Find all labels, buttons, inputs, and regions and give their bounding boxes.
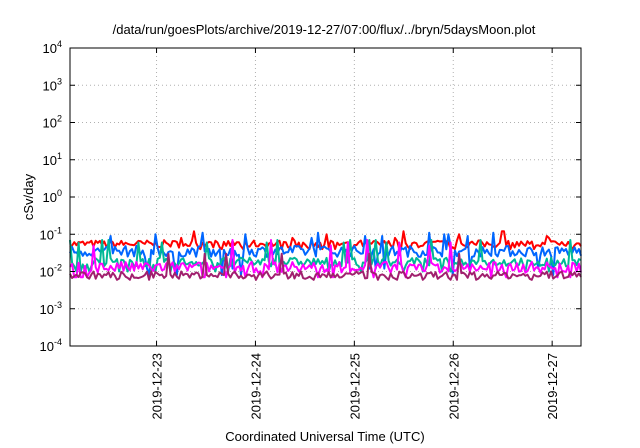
- series-line-3: [69, 239, 582, 273]
- y-tick-label: 10-2: [40, 263, 62, 280]
- x-tick-label: 2019-12-23: [150, 353, 165, 420]
- grid-lines: [70, 48, 581, 346]
- y-axis-ticks: 10-4 10-3 10-2 10-1 100 101 102 103 104: [40, 39, 581, 354]
- x-tick-label: 2019-12-25: [347, 353, 362, 420]
- y-tick-label: 104: [43, 39, 62, 56]
- y-tick-label: 102: [43, 114, 62, 131]
- x-tick-label: 2019-12-27: [545, 353, 560, 420]
- chart-title: /data/run/goesPlots/archive/2019-12-27/0…: [113, 22, 536, 37]
- y-tick-label: 100: [43, 188, 62, 205]
- x-axis-ticks: 2019-12-23 2019-12-24 2019-12-25 2019-12-26…: [150, 48, 560, 420]
- y-tick-label: 101: [43, 151, 62, 168]
- x-tick-label: 2019-12-24: [248, 353, 263, 420]
- y-tick-label: 10-1: [40, 225, 62, 242]
- y-tick-label: 10-3: [40, 300, 62, 317]
- series-line-5: [69, 252, 582, 281]
- series-line-2: [69, 231, 582, 277]
- x-axis-label: Coordinated Universal Time (UTC): [225, 429, 424, 444]
- x-tick-label: 2019-12-26: [446, 353, 461, 420]
- y-axis-label: cSv/day: [21, 173, 36, 220]
- data-series: [69, 230, 582, 281]
- y-tick-label: 10-4: [40, 337, 62, 354]
- series-line-4: [69, 239, 582, 279]
- y-tick-label: 103: [43, 76, 62, 93]
